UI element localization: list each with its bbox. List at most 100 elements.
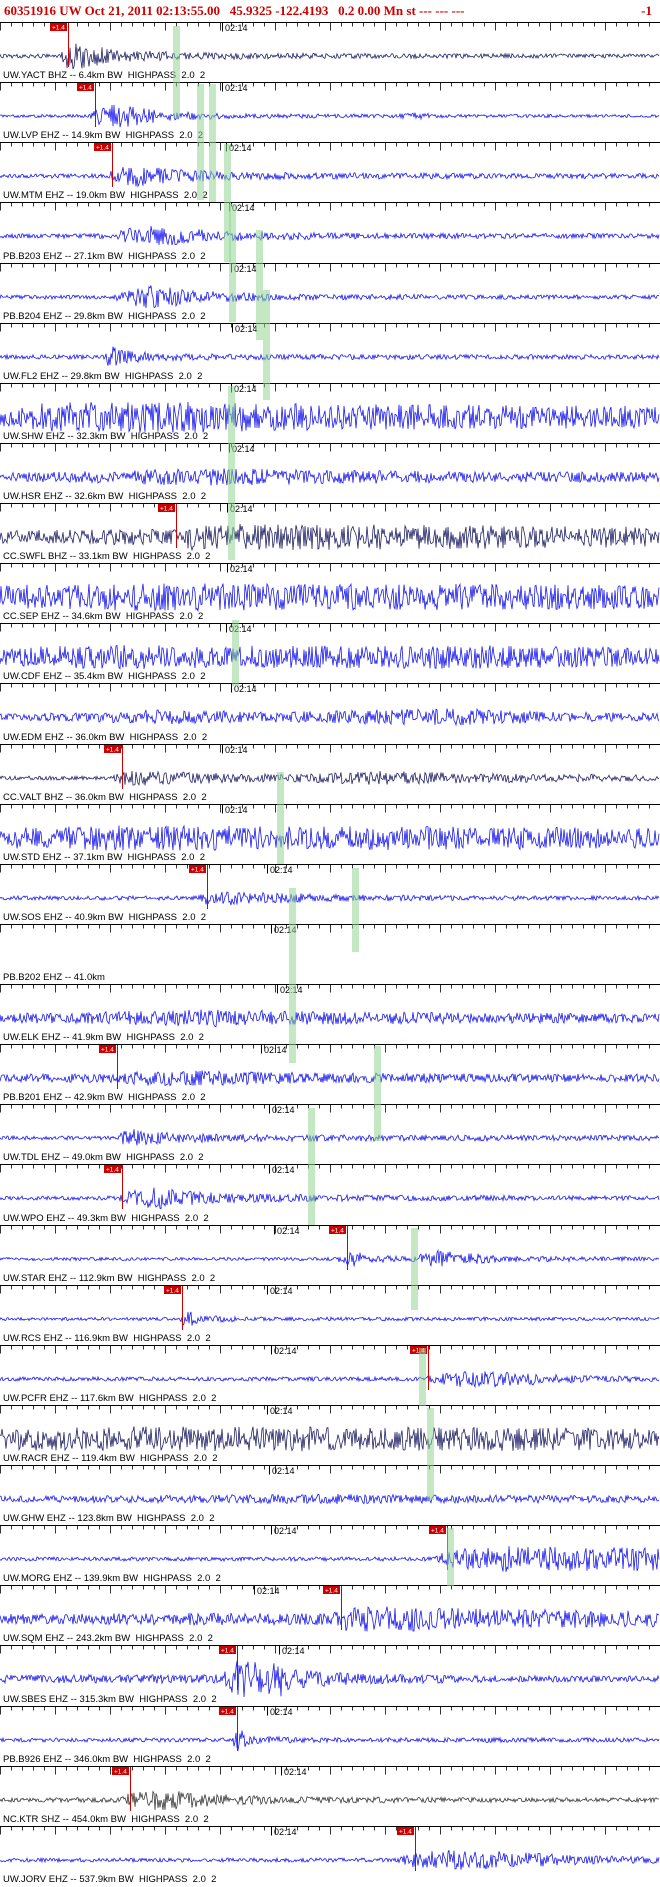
waveform[interactable] <box>0 43 660 70</box>
trace-row-pb-b201[interactable]: +1.4 02:14 PB.B201 EHZ -- 42.9km BW HIGHPA… <box>0 1044 660 1104</box>
seismogram-canvas[interactable]: +1.4 <box>0 503 660 564</box>
trace-row-pb-b202[interactable]: 02:14 PB.B202 EHZ -- 41.0km <box>0 923 660 985</box>
waveform[interactable] <box>0 1426 660 1452</box>
trace-row-uw-shw[interactable]: 02:14 UW.SHW EHZ -- 32.3km BW HIGHPASS 2.… <box>0 382 660 444</box>
trace-row-cc-swfl[interactable]: +1.4 02:14 CC.SWFL BHZ -- 33.1km BW HIGHPA… <box>0 503 660 563</box>
waveform[interactable] <box>0 523 660 552</box>
pick-flag[interactable] <box>219 1646 236 1655</box>
waveform[interactable] <box>0 1248 659 1267</box>
waveform[interactable] <box>0 1730 660 1752</box>
trace-row-uw-rcs[interactable]: +1.4 02:14 UW.RCS EHZ -- 116.9km BW HIGHPA… <box>0 1284 660 1346</box>
seismogram-canvas[interactable] <box>0 984 660 1045</box>
trace-row-uw-std[interactable]: 02:14 UW.STD EHZ -- 37.1km BW HIGHPASS 2.… <box>0 803 660 865</box>
seismogram-canvas[interactable]: +1.4 <box>0 1344 660 1406</box>
trace-row-pb-b204[interactable]: 02:14 PB.B204 EHZ -- 29.8km BW HIGHPASS 2… <box>0 262 660 323</box>
pick-flag[interactable] <box>50 23 67 31</box>
trace-row-uw-sqm[interactable]: +1.4 02:14 UW.SQM EHZ -- 243.2km BW HIGHPA… <box>0 1585 660 1645</box>
trace-row-uw-sbes[interactable]: +1.4 02:14 UW.SBES EHZ -- 315.3km BW HIGHP… <box>0 1645 660 1705</box>
waveform[interactable] <box>0 582 660 613</box>
seismogram-canvas[interactable]: +1.4 <box>0 22 660 83</box>
trace-row-uw-wpo[interactable]: +1.4 02:14 UW.WPO EHZ -- 49.3km BW HIGHPAS… <box>0 1164 660 1224</box>
pick-flag[interactable] <box>158 504 175 513</box>
pick-flag[interactable] <box>219 1706 236 1715</box>
seismogram-canvas[interactable] <box>0 623 660 684</box>
trace-row-cc-valt[interactable]: +1.4 02:14 CC.VALT BHZ -- 36.0km BW HIGHPA… <box>0 743 660 805</box>
pick-flag[interactable] <box>104 744 121 753</box>
seismogram-canvas[interactable] <box>0 563 660 624</box>
waveform[interactable] <box>0 1187 660 1210</box>
pick-flag[interactable] <box>323 1586 340 1595</box>
seismogram-canvas[interactable]: +1.4 <box>0 142 660 203</box>
seismogram-canvas[interactable]: +1.4 <box>0 1284 660 1346</box>
trace-row-uw-cdf[interactable]: 02:14 UW.CDF EHZ -- 35.4km BW HIGHPASS 2.… <box>0 623 660 683</box>
trace-row-uw-pcfr[interactable]: +1.4 02:14 UW.PCFR EHZ -- 117.6km BW HIGHP… <box>0 1344 660 1406</box>
seismogram-canvas[interactable]: +1.4 <box>0 1765 660 1827</box>
trace-row-uw-racr[interactable]: 02:14 UW.RACR EHZ -- 119.4km BW HIGHPASS … <box>0 1404 660 1466</box>
seismogram-canvas[interactable] <box>0 923 660 985</box>
waveform[interactable] <box>0 284 660 308</box>
seismogram-canvas[interactable]: +1.4 <box>0 1164 660 1225</box>
trace-row-uw-mtm[interactable]: +1.4 02:14 UW.MTM EHZ -- 19.0km BW HIGHPAS… <box>0 142 660 202</box>
waveform[interactable] <box>0 891 660 906</box>
trace-row-uw-hsr[interactable]: 02:14 UW.HSR EHZ -- 32.6km BW HIGHPASS 2.… <box>0 442 660 504</box>
waveform[interactable] <box>0 1546 660 1573</box>
seismogram-canvas[interactable]: +1.4 <box>0 82 660 143</box>
waveform[interactable] <box>0 1070 660 1087</box>
pick-flag[interactable] <box>189 864 206 873</box>
waveform[interactable] <box>0 708 660 727</box>
pick-flag[interactable] <box>329 1225 346 1234</box>
waveform[interactable] <box>0 645 660 671</box>
pick-flag[interactable] <box>77 83 94 92</box>
trace-row-uw-yact[interactable]: +1.4 02:14 UW.YACT BHZ -- 6.4km BW HIGHPAS… <box>0 22 660 82</box>
trace-row-uw-fl2[interactable]: 02:14 UW.FL2 EHZ -- 29.8km BW HIGHPASS 2.… <box>0 322 660 384</box>
trace-row-uw-sos[interactable]: +1.4 02:14 UW.SOS EHZ -- 40.9km BW HIGHPAS… <box>0 863 660 924</box>
waveform[interactable] <box>0 1790 660 1810</box>
pick-flag[interactable] <box>164 1285 181 1294</box>
waveform[interactable] <box>0 401 660 433</box>
trace-row-cc-sep[interactable]: 02:14 CC.SEP EHZ -- 34.6km BW HIGHPASS 2.… <box>0 563 660 623</box>
seismogram-canvas[interactable]: +1.4 <box>0 1585 660 1646</box>
seismogram-canvas[interactable] <box>0 322 660 384</box>
pick-flag[interactable] <box>94 143 111 152</box>
waveform[interactable] <box>0 1606 660 1632</box>
trace-row-pb-b203[interactable]: 02:14 PB.B203 EHZ -- 27.1km BW HIGHPASS 2… <box>0 202 660 262</box>
seismogram-canvas[interactable] <box>0 1104 660 1165</box>
trace-row-uw-tdl[interactable]: 02:14 UW.TDL EHZ -- 49.0km BW HIGHPASS 2.… <box>0 1104 660 1164</box>
waveform[interactable] <box>0 105 660 128</box>
trace-row-pb-b926[interactable]: +1.4 02:14 PB.B926 EHZ -- 346.0km BW HIGHP… <box>0 1705 660 1767</box>
seismogram-canvas[interactable] <box>0 202 660 263</box>
waveform[interactable] <box>0 1009 660 1028</box>
pick-flag[interactable] <box>112 1766 129 1775</box>
waveform[interactable] <box>0 1370 660 1389</box>
pick-flag[interactable] <box>410 1345 427 1354</box>
seismogram-canvas[interactable]: +1.4 <box>0 1705 660 1767</box>
pick-flag[interactable] <box>429 1526 446 1535</box>
seismogram-canvas[interactable]: +1.4 <box>0 1525 660 1586</box>
pick-flag[interactable] <box>104 1165 121 1174</box>
seismogram-canvas[interactable] <box>0 442 660 504</box>
waveform[interactable] <box>0 770 660 786</box>
pick-flag[interactable] <box>397 1826 414 1835</box>
seismogram-canvas[interactable]: +1.4 <box>0 1044 660 1105</box>
waveform[interactable] <box>0 226 660 246</box>
waveform[interactable] <box>0 1129 660 1146</box>
seismogram-canvas[interactable]: +1.4 <box>0 1224 660 1286</box>
seismogram-canvas[interactable] <box>0 1404 660 1466</box>
waveform[interactable] <box>0 167 660 188</box>
waveform[interactable] <box>0 824 660 851</box>
trace-row-nc-ktr[interactable]: +1.4 02:14 NC.KTR SHZ -- 454.0km BW HIGHPA… <box>0 1765 660 1827</box>
trace-row-uw-elk[interactable]: 02:14 UW.ELK EHZ -- 41.9km BW HIGHPASS 2.… <box>0 984 660 1044</box>
trace-row-uw-jorv[interactable]: +1.4 02:14 UW.JORV EHZ -- 537.9km BW HIGHP… <box>0 1825 660 1887</box>
seismogram-canvas[interactable] <box>0 382 660 444</box>
trace-row-uw-ghw[interactable]: 02:14 UW.GHW EHZ -- 123.8km BW HIGHPASS 2… <box>0 1465 660 1525</box>
waveform[interactable] <box>0 346 660 366</box>
waveform[interactable] <box>0 1493 660 1505</box>
seismogram-canvas[interactable] <box>0 803 660 865</box>
trace-row-uw-edm[interactable]: 02:14 UW.EDM EHZ -- 36.0km BW HIGHPASS 2.… <box>0 683 660 743</box>
waveform[interactable] <box>0 1849 660 1870</box>
seismogram-canvas[interactable]: +1.4 <box>0 743 660 805</box>
trace-row-uw-lvp[interactable]: +1.4 02:14 UW.LVP EHZ -- 14.9km BW HIGHPAS… <box>0 82 660 142</box>
seismogram-canvas[interactable]: +1.4 <box>0 1825 660 1887</box>
seismogram-canvas[interactable]: +1.4 <box>0 1645 660 1706</box>
seismogram-canvas[interactable] <box>0 683 660 744</box>
